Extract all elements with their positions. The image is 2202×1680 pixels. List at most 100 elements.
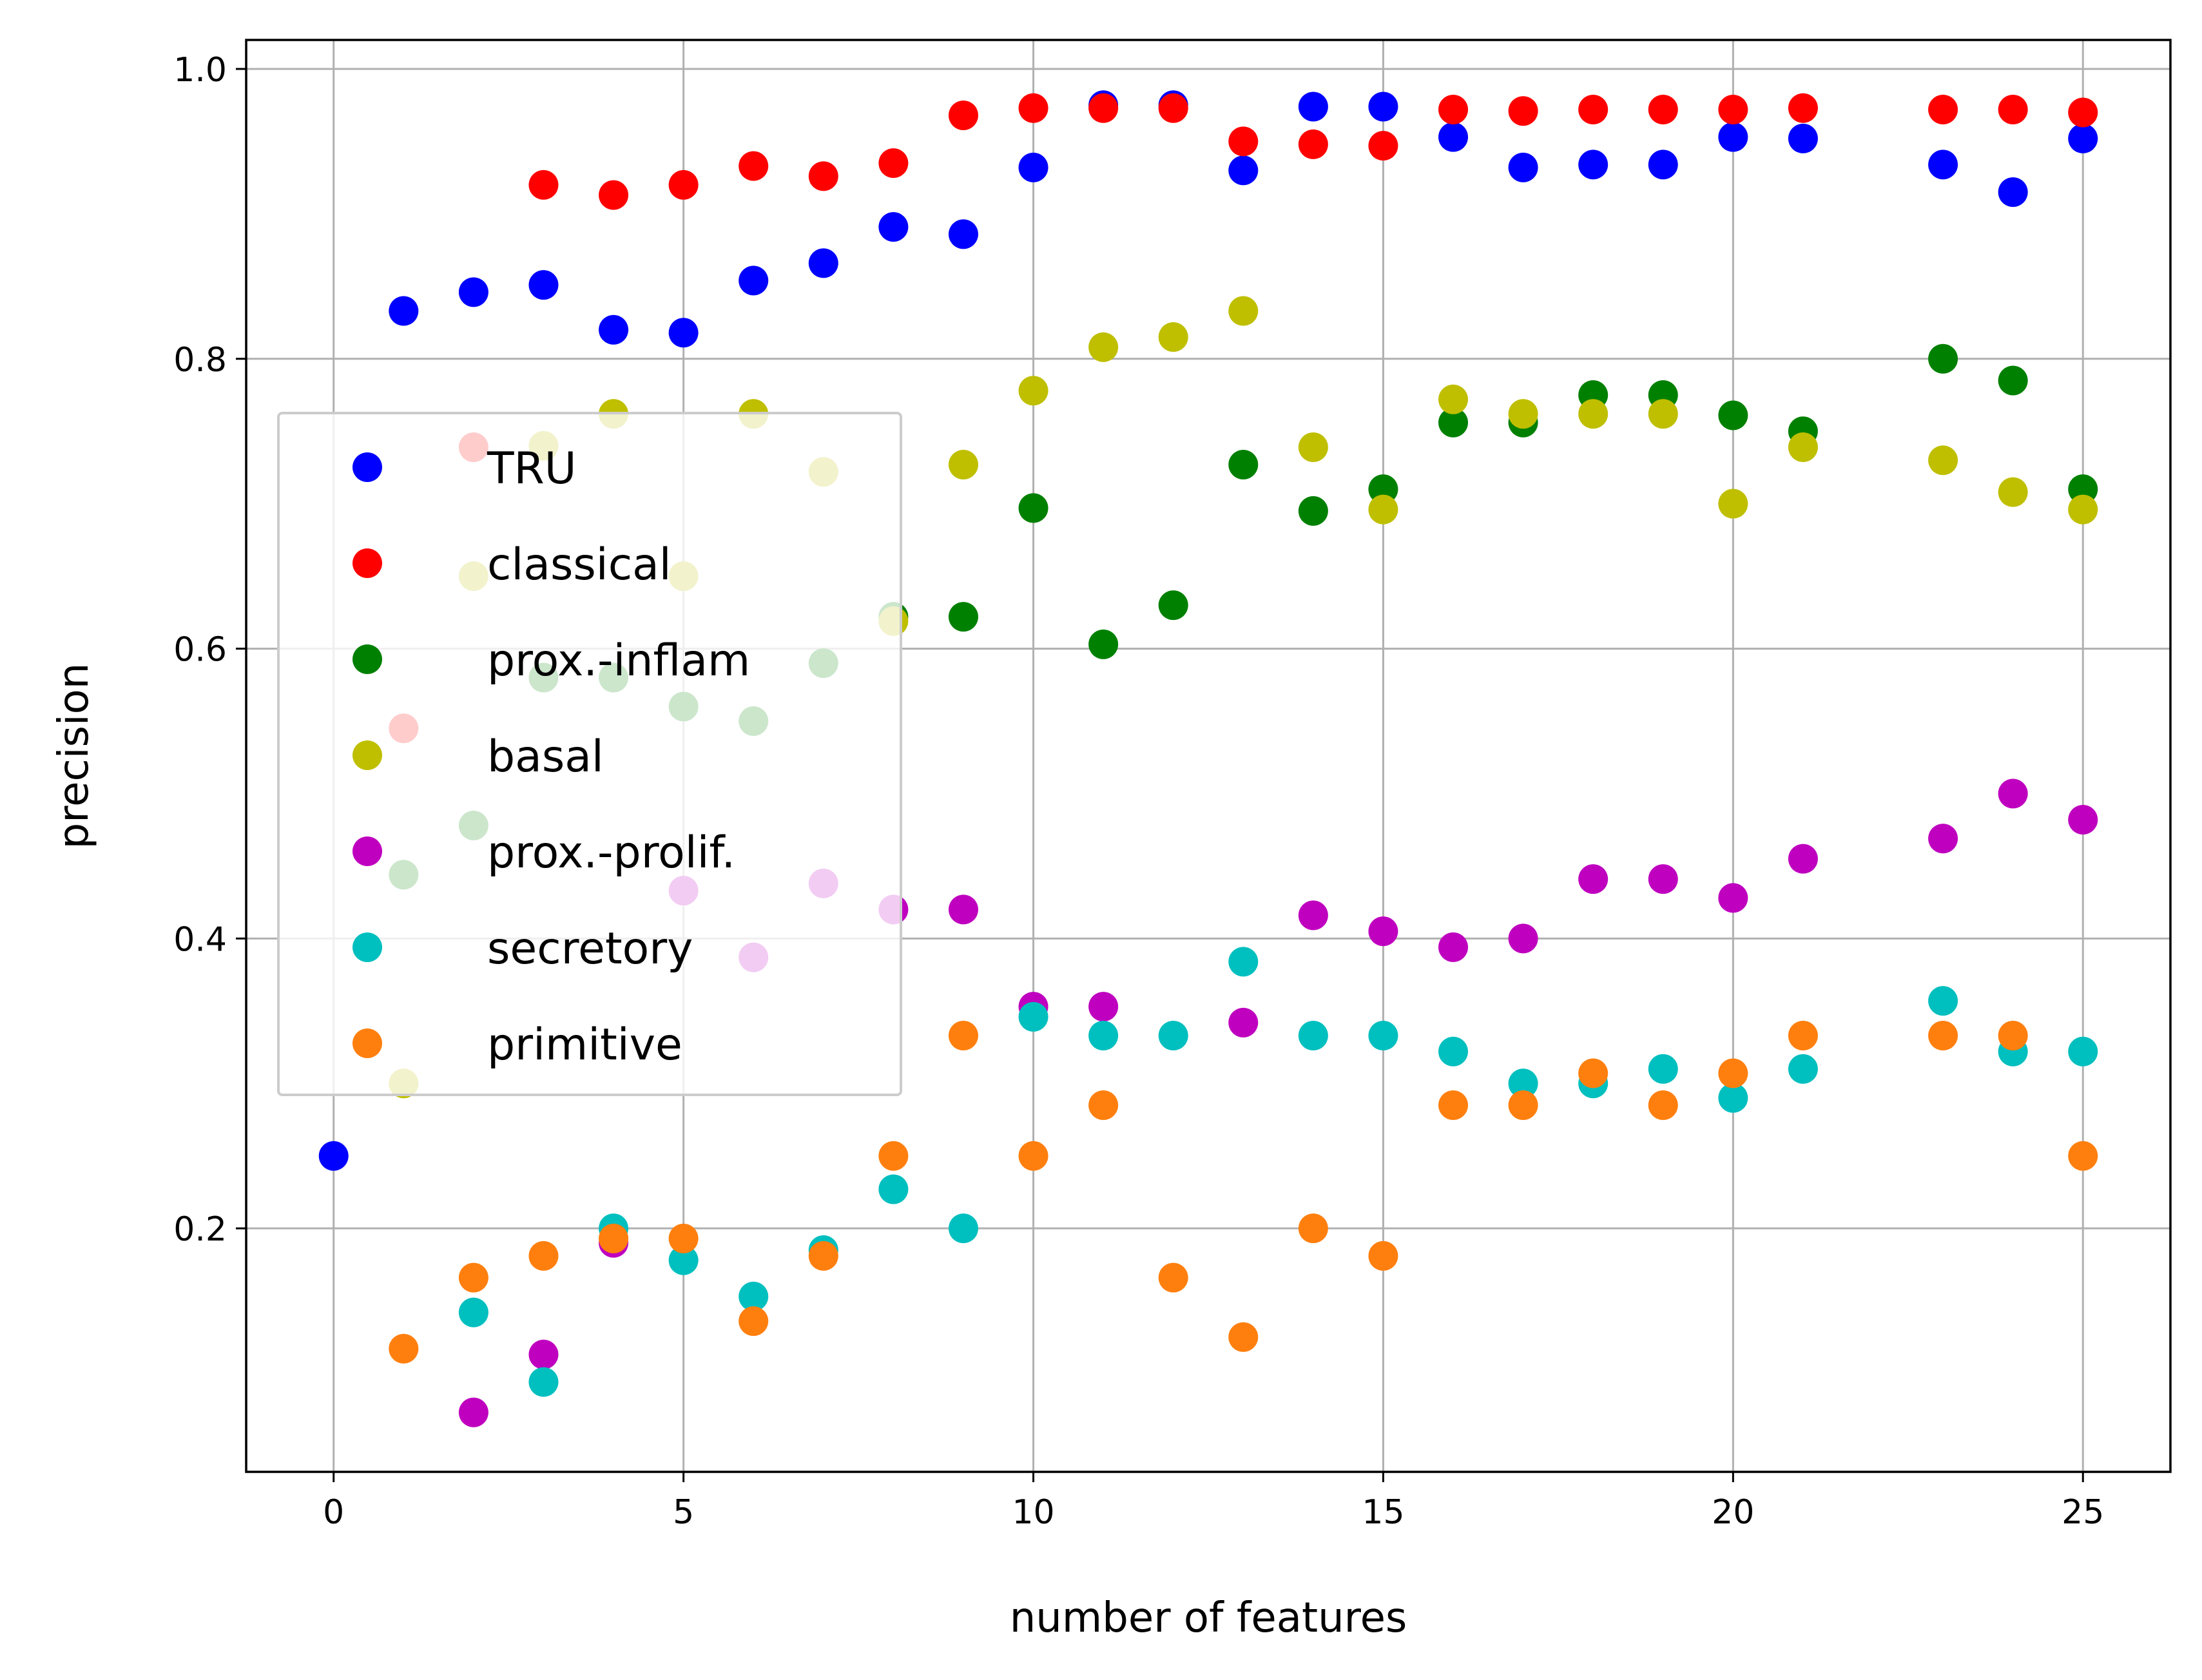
point-basal (948, 449, 978, 479)
point-prox-prolif (1368, 916, 1398, 947)
point-secretory (1648, 1054, 1678, 1084)
point-secretory (2068, 1036, 2098, 1067)
point-basal (1368, 494, 1398, 525)
y-tick-label: 0.4 (173, 920, 227, 959)
legend-label: primitive (487, 1019, 682, 1070)
point-prox-prolif (948, 894, 978, 925)
point-prox-prolif (1718, 883, 1748, 913)
point-tru (1228, 155, 1259, 186)
point-primitive (1508, 1090, 1538, 1121)
y-tick-label: 0.2 (173, 1210, 227, 1249)
point-classical (1508, 96, 1538, 126)
point-classical (739, 151, 769, 181)
point-prox-prolif (1788, 844, 1818, 874)
x-tick-label: 20 (1712, 1493, 1754, 1532)
point-classical (1928, 94, 1958, 124)
point-classical (878, 148, 909, 179)
point-secretory (1928, 986, 1958, 1016)
point-prox-prolif (1578, 864, 1608, 894)
point-primitive (1158, 1262, 1188, 1293)
point-secretory (528, 1367, 559, 1397)
point-basal (1158, 322, 1188, 352)
point-secretory (1018, 1001, 1048, 1032)
point-prox-prolif (1648, 864, 1678, 894)
point-prox-prolif (1928, 824, 1958, 854)
point-secretory (1228, 947, 1259, 977)
point-prox-inflam (1298, 496, 1328, 526)
y-axis-label: precision (50, 663, 98, 849)
point-basal (1438, 384, 1469, 414)
legend-label: classical (487, 539, 671, 590)
point-tru (878, 212, 909, 242)
point-classical (1788, 93, 1818, 123)
point-prox-inflam (1158, 590, 1188, 621)
point-primitive (1998, 1021, 2028, 1051)
point-tru (1368, 92, 1398, 122)
point-prox-inflam (1088, 629, 1119, 659)
point-secretory (1718, 1083, 1748, 1113)
point-prox-prolif (528, 1339, 559, 1369)
point-primitive (1438, 1090, 1469, 1121)
point-prox-inflam (1438, 407, 1469, 438)
point-classical (2068, 97, 2098, 128)
point-secretory (1788, 1054, 1818, 1084)
legend-marker (353, 836, 382, 866)
y-tick-label: 1.0 (173, 51, 227, 90)
point-tru (1998, 177, 2028, 208)
point-secretory (948, 1213, 978, 1244)
point-basal (1648, 399, 1678, 429)
point-prox-prolif (1508, 923, 1538, 954)
point-basal (1298, 432, 1328, 462)
point-classical (1648, 94, 1678, 124)
point-tru (1298, 92, 1328, 122)
legend-marker (353, 548, 382, 578)
point-secretory (1368, 1021, 1398, 1051)
x-tick-label: 0 (323, 1493, 344, 1532)
point-tru (389, 296, 419, 326)
point-primitive (2068, 1141, 2098, 1171)
point-prox-inflam (1928, 343, 1958, 374)
point-prox-prolif (458, 1397, 488, 1427)
x-tick-label: 15 (1362, 1493, 1404, 1532)
x-tick-label: 10 (1012, 1493, 1054, 1532)
legend-marker (353, 644, 382, 674)
legend: TRU classical prox.-inflam basal prox.-proli… (277, 412, 902, 1096)
point-tru (1508, 152, 1538, 182)
point-tru (1578, 150, 1608, 180)
axis-ticks: 0 5 10 15 20 25 0.2 0.4 0.6 0.8 1.0 (173, 51, 2104, 1532)
point-prox-prolif (1228, 1007, 1259, 1038)
point-classical (1088, 93, 1119, 123)
point-classical (668, 169, 699, 200)
point-prox-inflam (1228, 449, 1259, 479)
x-tick-label: 25 (2062, 1493, 2104, 1532)
legend-box (277, 412, 902, 1096)
point-secretory (1158, 1021, 1188, 1051)
point-basal (1578, 399, 1608, 429)
point-prox-inflam (1998, 365, 2028, 396)
point-primitive (1718, 1058, 1748, 1088)
point-classical (1018, 93, 1048, 123)
point-primitive (668, 1223, 699, 1253)
point-secretory (1298, 1021, 1328, 1051)
point-tru (1648, 150, 1678, 180)
point-prox-inflam (1018, 493, 1048, 523)
point-tru (599, 314, 629, 345)
point-primitive (1648, 1090, 1678, 1121)
point-classical (808, 161, 838, 191)
point-primitive (808, 1241, 838, 1271)
legend-label: TRU (487, 443, 577, 494)
point-basal (1228, 296, 1259, 326)
legend-marker (353, 740, 382, 770)
point-basal (1788, 432, 1818, 462)
point-primitive (1368, 1241, 1398, 1271)
legend-label: secretory (487, 923, 693, 974)
point-classical (528, 169, 559, 200)
point-tru (668, 318, 699, 348)
point-secretory (1438, 1036, 1469, 1067)
point-classical (1718, 94, 1748, 124)
point-classical (1298, 129, 1328, 159)
legend-marker (353, 452, 382, 482)
point-primitive (1018, 1141, 1048, 1171)
point-prox-inflam (948, 602, 978, 632)
